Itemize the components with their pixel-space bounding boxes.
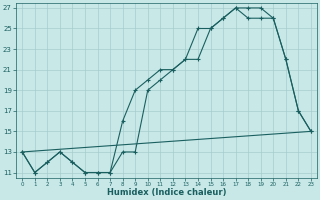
X-axis label: Humidex (Indice chaleur): Humidex (Indice chaleur) <box>107 188 226 197</box>
